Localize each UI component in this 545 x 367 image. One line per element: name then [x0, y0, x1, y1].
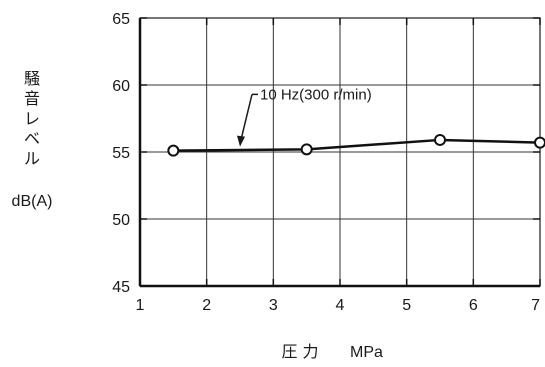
data-point	[434, 133, 446, 146]
data-point	[300, 143, 313, 156]
x-label-jp: 圧 力	[281, 342, 318, 361]
y-label-char-1: 音	[24, 89, 40, 108]
annotation-arrow-head	[237, 135, 245, 147]
y-label-char-4: ル	[24, 149, 40, 168]
data-point	[534, 136, 545, 149]
y-tick-label: 65	[112, 11, 130, 28]
y-tick-label: 45	[112, 279, 130, 296]
annotation: 10 Hz(300 r/min)	[237, 86, 372, 147]
y-axis-label: 騒 音 レ ベ ル dB(A)	[12, 69, 53, 210]
x-label-unit: MPa	[350, 344, 383, 361]
y-label-char-0: 騒	[24, 69, 40, 88]
data-point	[167, 144, 180, 157]
series-label-10hz: 10 Hz(300 r/min)	[260, 86, 372, 103]
x-axis-label: 圧 力 MPa	[281, 342, 383, 361]
x-tick-label: 1	[136, 297, 145, 314]
annotation-arrow-line	[240, 94, 253, 138]
x-tick-label: 5	[402, 297, 411, 314]
x-tick-label: 7	[531, 297, 540, 314]
y-tick-label: 55	[112, 145, 130, 162]
x-tick-label: 4	[336, 297, 345, 314]
axes	[138, 17, 541, 288]
series-line-10hz	[173, 138, 541, 152]
y-label-unit: dB(A)	[12, 193, 53, 210]
y-tick-label: 50	[112, 212, 130, 229]
y-label-char-3: ベ	[24, 129, 40, 148]
y-tick-label: 60	[112, 78, 130, 95]
grid	[140, 18, 540, 286]
x-tick-label: 3	[269, 297, 278, 314]
x-tick-label: 6	[469, 297, 478, 314]
y-label-char-2: レ	[24, 109, 40, 128]
x-tick-label: 2	[202, 297, 211, 314]
series	[167, 133, 545, 157]
